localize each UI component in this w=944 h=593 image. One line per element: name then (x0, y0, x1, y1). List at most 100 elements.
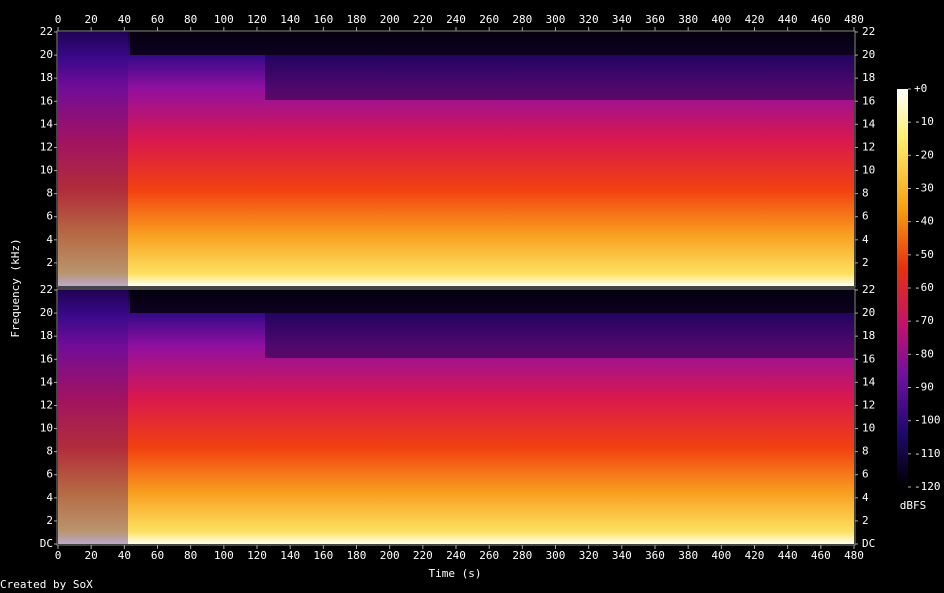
y-tick-label: 2 (46, 514, 53, 527)
y-tick-label: 20 (40, 306, 53, 319)
panel-frame (56, 30, 856, 288)
x-tick-label: 360 (645, 549, 665, 562)
x-tick-label: 40 (118, 13, 131, 26)
x-tick-label: 440 (778, 549, 798, 562)
y-tick-label: 2 (862, 256, 869, 269)
colorbar-tick-label: -40 (914, 215, 934, 228)
y-tick-label: 12 (40, 398, 53, 411)
x-tick-label: 260 (479, 13, 499, 26)
x-tick-label: 140 (280, 549, 300, 562)
colorbar-tick-label: -70 (914, 314, 934, 327)
y-tick-label: 18 (40, 71, 53, 84)
y-tick-label: 6 (862, 468, 869, 481)
y-tick-label: 6 (862, 210, 869, 223)
y-tick-label: 18 (862, 71, 875, 84)
colorbar-tick-label: -110 (914, 447, 941, 460)
x-tick-label: 120 (247, 549, 267, 562)
x-tick-label: 320 (579, 13, 599, 26)
x-tick-label: 260 (479, 549, 499, 562)
y-axis-label: Frequency (kHz) (9, 238, 22, 337)
x-tick-label: 100 (214, 549, 234, 562)
y-tick-label: 4 (862, 233, 869, 246)
x-tick-label: 80 (184, 549, 197, 562)
x-tick-label: 240 (446, 549, 466, 562)
y-tick-label: 22 (40, 25, 53, 38)
y-tick-label: 10 (862, 422, 875, 435)
y-tick-label: 12 (862, 398, 875, 411)
y-tick-label: 6 (46, 210, 53, 223)
y-tick-label: 14 (40, 117, 54, 130)
y-tick-label: 20 (40, 48, 53, 61)
x-tick-label: 400 (711, 13, 731, 26)
colorbar-tick-label: -30 (914, 182, 934, 195)
x-tick-label: 200 (380, 549, 400, 562)
y-tick-label: 14 (862, 117, 876, 130)
x-tick-label: 300 (546, 13, 566, 26)
y-tick-label: DC (40, 537, 53, 550)
y-tick-label: 10 (40, 164, 53, 177)
y-tick-label: 16 (40, 94, 53, 107)
y-tick-label: 4 (46, 233, 53, 246)
x-tick-label: 20 (85, 549, 98, 562)
x-tick-label: 400 (711, 549, 731, 562)
y-tick-label: 10 (40, 422, 53, 435)
x-tick-label: 340 (612, 549, 632, 562)
y-tick-label: 8 (46, 445, 53, 458)
x-tick-label: 300 (546, 549, 566, 562)
y-tick-label: 16 (40, 352, 53, 365)
y-tick-label: 18 (862, 329, 875, 342)
x-tick-label: 120 (247, 13, 267, 26)
x-tick-label: 460 (811, 13, 831, 26)
y-tick-label: 22 (40, 283, 53, 296)
x-tick-label: 420 (745, 13, 765, 26)
x-tick-label: 40 (118, 549, 131, 562)
y-tick-label: 8 (862, 187, 869, 200)
y-tick-label: 6 (46, 468, 53, 481)
y-tick-label: 2 (46, 256, 53, 269)
y-tick-label: 2 (862, 514, 869, 527)
y-tick-label: 4 (862, 491, 869, 504)
y-tick-label: 20 (862, 306, 875, 319)
y-tick-label: 12 (40, 140, 53, 153)
panel-frame (56, 288, 856, 546)
x-tick-label: 360 (645, 13, 665, 26)
colorbar-tick-label: -60 (914, 281, 934, 294)
x-tick-label: 140 (280, 13, 300, 26)
x-tick-label: 60 (151, 13, 164, 26)
y-tick-label: 8 (46, 187, 53, 200)
y-tick-label: 8 (862, 445, 869, 458)
colorbar-tick-label: -100 (914, 414, 941, 427)
y-tick-label: 14 (862, 375, 876, 388)
x-tick-label: 480 (844, 549, 864, 562)
x-tick-label: 280 (512, 13, 532, 26)
x-tick-label: 160 (313, 549, 333, 562)
x-tick-label: 60 (151, 549, 164, 562)
y-tick-label: DC (862, 537, 875, 550)
y-tick-label: 16 (862, 94, 875, 107)
y-tick-label: 14 (40, 375, 54, 388)
x-tick-label: 200 (380, 13, 400, 26)
x-tick-label: 180 (347, 549, 367, 562)
x-tick-label: 240 (446, 13, 466, 26)
y-tick-label: 22 (862, 283, 875, 296)
colorbar-tick-label: -80 (914, 347, 934, 360)
x-tick-label: 0 (55, 13, 62, 26)
y-tick-label: 12 (862, 140, 875, 153)
x-tick-label: 80 (184, 13, 197, 26)
x-tick-label: 380 (678, 549, 698, 562)
x-tick-label: 420 (745, 549, 765, 562)
x-tick-label: 220 (413, 13, 433, 26)
y-tick-label: 4 (46, 491, 53, 504)
colorbar-tick-label: -120 (914, 480, 941, 493)
x-tick-label: 0 (55, 549, 62, 562)
x-tick-label: 20 (85, 13, 98, 26)
x-tick-label: 480 (844, 13, 864, 26)
colorbar-label: dBFS (900, 499, 927, 512)
colorbar-tick-label: -50 (914, 248, 934, 261)
colorbar-tick-label: -10 (914, 115, 934, 128)
x-tick-label: 460 (811, 549, 831, 562)
x-tick-label: 220 (413, 549, 433, 562)
x-tick-label: 340 (612, 13, 632, 26)
